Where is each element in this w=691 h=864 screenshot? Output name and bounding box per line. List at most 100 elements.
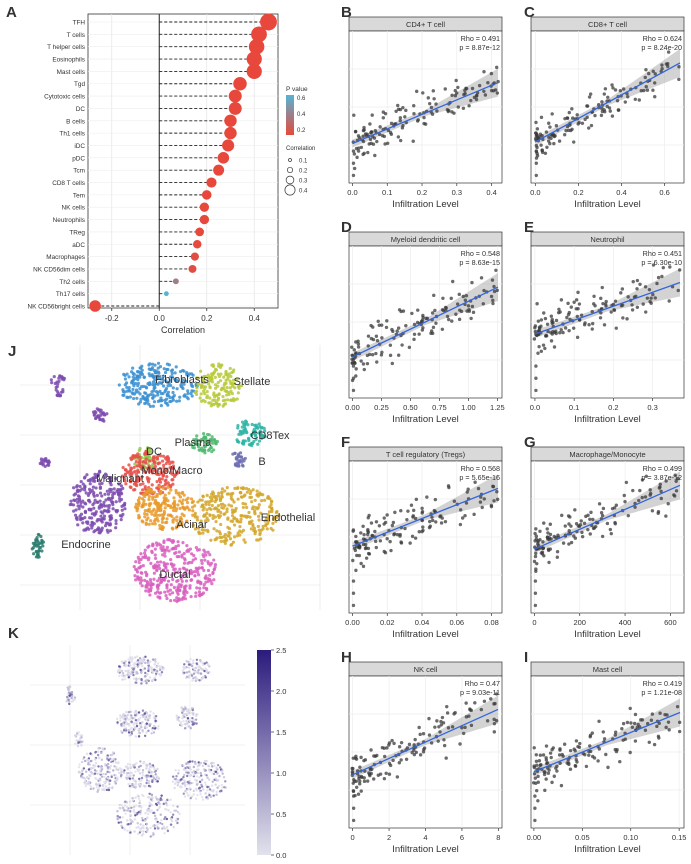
cell-point — [114, 518, 118, 523]
data-point — [379, 353, 384, 357]
cell-point — [120, 724, 123, 727]
cell-point — [147, 795, 150, 799]
cell-point — [178, 369, 183, 374]
cell-point — [202, 582, 206, 587]
data-point — [580, 530, 584, 535]
cell-point — [151, 679, 154, 682]
cell-point — [210, 438, 214, 442]
data-point — [375, 139, 379, 144]
cell-point — [228, 386, 232, 390]
cell-point — [167, 491, 171, 495]
cell-point — [156, 462, 160, 466]
cell-point — [195, 570, 200, 574]
data-point — [452, 712, 456, 716]
data-point — [559, 328, 563, 332]
data-point — [533, 539, 537, 543]
cell-point — [210, 499, 214, 503]
data-point — [382, 776, 387, 781]
cell-point — [143, 712, 147, 715]
cell-point — [157, 513, 162, 517]
data-point — [548, 751, 553, 755]
data-point — [480, 505, 484, 510]
cell-point — [118, 766, 122, 770]
data-point — [542, 311, 546, 315]
cell-point — [163, 554, 167, 558]
cell-point — [98, 485, 103, 489]
cell-point — [173, 567, 177, 571]
data-point — [548, 522, 553, 526]
cell-point — [118, 674, 121, 678]
cell-point — [215, 439, 219, 444]
cell-point — [185, 660, 188, 663]
cell-point — [89, 508, 93, 512]
cell-point — [141, 715, 145, 719]
data-point — [554, 318, 559, 323]
data-point — [367, 513, 371, 518]
cell-point — [114, 521, 118, 526]
legend-pvalue-title: P value — [286, 86, 308, 93]
cell-point — [123, 507, 127, 511]
cell-point — [218, 535, 222, 539]
data-point — [394, 109, 398, 113]
cell-point — [133, 670, 136, 673]
cell-point — [143, 578, 147, 582]
cell-point — [142, 824, 145, 827]
cell-point — [187, 710, 190, 713]
data-point — [550, 112, 554, 116]
x-tick-label: 0.25 — [374, 403, 389, 412]
cell-point — [152, 571, 157, 575]
cell-point — [205, 668, 208, 672]
cell-point — [196, 500, 200, 504]
cell-point — [131, 671, 135, 674]
cell-point — [123, 675, 126, 678]
data-point — [571, 326, 576, 330]
cell-point — [75, 484, 79, 488]
cell-point — [220, 783, 224, 787]
data-point — [403, 115, 407, 119]
cell-point — [143, 469, 147, 473]
data-point — [574, 739, 579, 743]
cell-point — [147, 402, 151, 406]
cell-point — [184, 707, 187, 710]
cell-point — [212, 788, 215, 792]
cell-point — [196, 445, 201, 449]
cell-point — [138, 723, 141, 727]
cell-point — [195, 434, 199, 438]
cell-point — [143, 784, 146, 788]
cell-point — [257, 528, 261, 532]
size-legend-label: 0.1 — [299, 159, 308, 165]
cell-point — [104, 521, 108, 525]
cell-point — [147, 464, 151, 468]
data-point — [421, 528, 425, 533]
cell-point — [232, 535, 237, 539]
x-tick-label: 2 — [387, 833, 391, 842]
data-point — [491, 89, 496, 93]
cell-point — [154, 660, 157, 663]
data-point — [651, 292, 655, 297]
cell-point — [260, 499, 264, 503]
cell-point — [128, 777, 132, 780]
cell-point — [252, 439, 256, 444]
data-point — [356, 134, 361, 138]
cell-point — [127, 718, 130, 721]
cell-point — [221, 786, 224, 789]
data-point — [470, 280, 474, 285]
cell-point — [98, 417, 102, 422]
lollipop-point — [199, 214, 210, 225]
cell-point — [160, 520, 165, 524]
cell-point — [156, 662, 160, 665]
cell-point — [191, 706, 194, 710]
cell-point — [127, 823, 130, 826]
cell-point — [60, 377, 64, 381]
data-point — [477, 83, 482, 88]
data-point — [659, 489, 663, 494]
cell-point — [134, 560, 138, 564]
cell-point — [189, 709, 192, 712]
cell-point — [157, 583, 161, 587]
cell-point — [94, 475, 98, 480]
cell-point — [141, 819, 144, 822]
data-point — [532, 337, 537, 341]
cluster-label: B — [258, 456, 265, 468]
